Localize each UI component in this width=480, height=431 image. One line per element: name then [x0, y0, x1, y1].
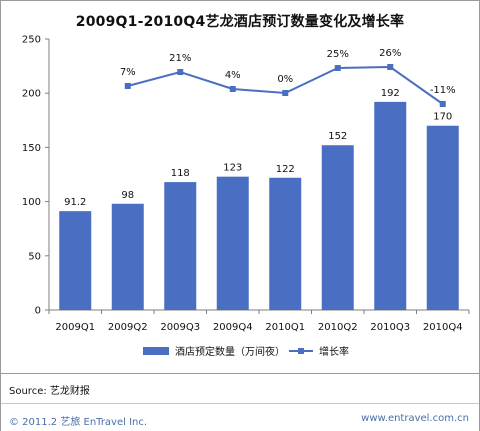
bar-value-label: 170 [433, 112, 452, 123]
website-link[interactable]: www.entravel.com.cn [361, 413, 469, 424]
footer-bar [1, 403, 479, 431]
x-tick-label: 2010Q4 [423, 322, 463, 333]
legend-bar-swatch [143, 347, 169, 355]
x-tick-label: 2010Q3 [370, 322, 410, 333]
bar-value-label: 152 [328, 131, 347, 142]
bar [164, 182, 197, 310]
x-tick-label: 2010Q1 [265, 322, 305, 333]
y-tick-label: 100 [22, 197, 41, 208]
growth-point [229, 86, 236, 92]
chart-canvas: 0 50 100 150 200 250 91.2 98 118 123 122 152 192 170… [22, 35, 470, 358]
y-tick-label: 0 [35, 306, 41, 317]
bar-labels: 91.2 98 118 123 122 152 192 170 [64, 88, 452, 208]
x-tick-label: 2009Q2 [108, 322, 148, 333]
growth-value-label: 4% [225, 70, 241, 81]
bar-value-label: 122 [276, 164, 295, 175]
x-tick-label: 2009Q4 [213, 322, 253, 333]
bar [321, 145, 354, 310]
bar-series [59, 101, 459, 310]
bar [269, 177, 302, 310]
growth-point [282, 90, 289, 96]
bar [216, 176, 249, 310]
y-tick-label: 150 [22, 143, 41, 154]
bar-value-label: 192 [381, 88, 400, 99]
growth-line-series [124, 64, 446, 107]
bar [59, 211, 92, 310]
growth-point [177, 69, 184, 75]
bar [426, 125, 459, 310]
x-tick-label: 2009Q1 [55, 322, 95, 333]
bar [374, 101, 407, 310]
y-tick-label: 50 [28, 251, 41, 262]
growth-value-label: 0% [277, 74, 293, 85]
x-tick-label: 2010Q2 [318, 322, 358, 333]
x-tick-labels: 2009Q1 2009Q2 2009Q3 2009Q4 2010Q1 2010Q2 2010… [48, 310, 470, 333]
source-note: Source: 艺龙财报 [9, 386, 90, 397]
growth-value-label: 25% [327, 49, 349, 60]
growth-point [334, 65, 341, 71]
legend-line-label: 增长率 [319, 345, 349, 358]
growth-value-label: 7% [120, 67, 136, 78]
y-tick-label: 250 [22, 35, 41, 46]
bar-value-label: 98 [121, 190, 134, 201]
x-tick-label: 2009Q3 [160, 322, 200, 333]
bar-value-label: 91.2 [64, 197, 86, 208]
growth-labels: 7% 21% 4% 0% 25% 26% -11% [120, 48, 456, 96]
bar-value-label: 118 [171, 168, 190, 179]
bar-value-label: 123 [223, 163, 242, 174]
growth-value-label: 21% [169, 53, 191, 64]
copyright-text: © 2011.2 艺旅 EnTravel Inc. [9, 417, 148, 428]
growth-point [439, 101, 446, 107]
legend-bar-label: 酒店预定数量（万间夜） [175, 345, 285, 358]
bar [111, 203, 144, 310]
y-tick-label: 200 [22, 89, 41, 100]
legend-line-marker [298, 348, 304, 354]
growth-point [124, 83, 131, 89]
source-divider [1, 373, 479, 374]
growth-value-label: -11% [430, 85, 456, 96]
legend: 酒店预定数量（万间夜） 增长率 [143, 345, 349, 358]
chart-title: 2009Q1-2010Q4艺龙酒店预订数量变化及增长率 [75, 14, 405, 30]
growth-point [387, 64, 394, 70]
growth-value-label: 26% [379, 48, 401, 59]
